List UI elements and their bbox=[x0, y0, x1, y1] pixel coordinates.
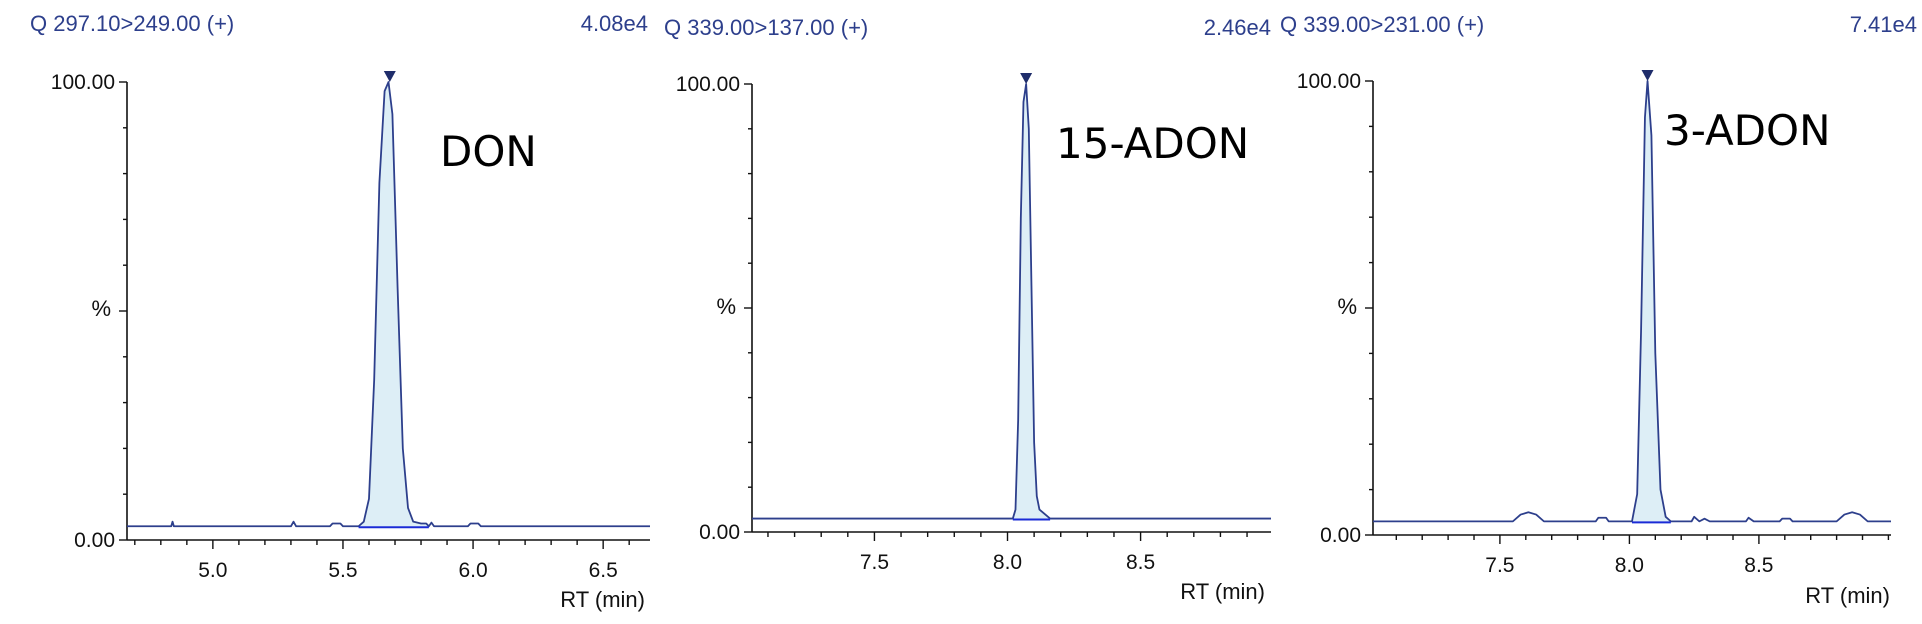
compound-label: 3-ADON bbox=[1664, 106, 1831, 155]
x-tick-label: 7.5 bbox=[1485, 554, 1514, 577]
peak-area bbox=[358, 82, 429, 527]
x-axis-title: RT (min) bbox=[1805, 583, 1890, 608]
y-tick-label: 0.00 bbox=[74, 529, 115, 552]
max-intensity-label: 2.46e4 bbox=[1203, 15, 1271, 40]
y-axis-title: % bbox=[91, 296, 111, 321]
peak-apex-marker bbox=[383, 71, 396, 82]
channel-label: Q 339.00>137.00 (+) bbox=[664, 15, 869, 40]
y-tick-label: 0.00 bbox=[1320, 524, 1361, 547]
chromatogram-chart-2: 100.00 0.00% 7.5 8.0 8.5 RT (min) 15-ADON bbox=[676, 73, 1271, 604]
x-tick-label: 8.5 bbox=[1126, 551, 1155, 574]
x-tick-label: 6.0 bbox=[458, 559, 487, 582]
x-tick-label: 8.0 bbox=[993, 551, 1022, 574]
chromatogram-panel-3: Q 339.00>231.00 (+) 7.41e4 100.00 0.00% 7.… bbox=[1280, 0, 1922, 624]
chromatogram-chart-3: 100.00 0.00% 7.5 8.0 8.5 RT (min) 3-ADON bbox=[1297, 70, 1891, 608]
x-tick-label: 5.0 bbox=[198, 559, 227, 582]
channel-label: Q 339.00>231.00 (+) bbox=[1280, 12, 1485, 37]
x-tick-label: 7.5 bbox=[860, 551, 889, 574]
y-tick-label: 100.00 bbox=[51, 71, 115, 94]
x-tick-label: 8.0 bbox=[1615, 554, 1644, 577]
chromatogram-trace bbox=[127, 81, 650, 528]
max-intensity-label: 4.08e4 bbox=[580, 11, 648, 36]
y-tick-label: 100.00 bbox=[1297, 70, 1361, 93]
y-axis-title: % bbox=[716, 294, 736, 319]
compound-label: 15-ADON bbox=[1056, 119, 1249, 168]
x-axis-title: RT (min) bbox=[560, 587, 645, 612]
x-tick-label: 8.5 bbox=[1744, 554, 1773, 577]
y-axis-title: % bbox=[1337, 294, 1357, 319]
chromatogram-trace bbox=[752, 83, 1271, 520]
x-axis-title: RT (min) bbox=[1180, 579, 1265, 604]
y-tick-label: 100.00 bbox=[676, 73, 740, 96]
x-tick-label: 5.5 bbox=[328, 559, 357, 582]
chromatogram-chart-1: 100.00 0.00% 5.0 5.5 6.0 6.5 RT (min) DON bbox=[51, 71, 650, 612]
peak-area bbox=[1632, 81, 1671, 522]
chromatogram-panel-2: Q 339.00>137.00 (+) 2.46e4 100.00 0.00% 7.… bbox=[660, 0, 1280, 624]
x-tick-label: 6.5 bbox=[589, 559, 618, 582]
max-intensity-label: 7.41e4 bbox=[1849, 12, 1917, 37]
chromatogram-panel-1: Q 297.10>249.00 (+) 4.08e4 100.00 0.00% 5.… bbox=[0, 0, 650, 624]
channel-label: Q 297.10>249.00 (+) bbox=[30, 11, 235, 36]
peak-apex-marker bbox=[1641, 70, 1654, 81]
compound-label: DON bbox=[440, 127, 537, 176]
peak-apex-marker bbox=[1020, 73, 1033, 84]
y-tick-label: 0.00 bbox=[699, 521, 740, 544]
